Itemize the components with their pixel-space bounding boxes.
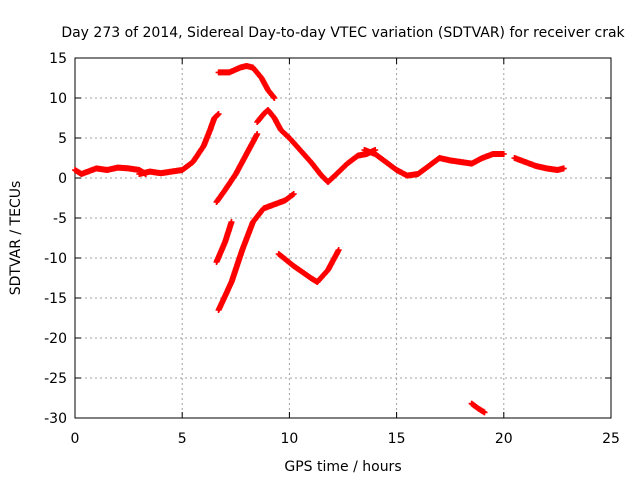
y-tick-label: -30: [44, 411, 67, 427]
x-tick-label: 20: [495, 431, 513, 447]
series-arc-10: [511, 155, 567, 173]
y-tick-label: 15: [49, 51, 67, 67]
series-arc-4: [213, 219, 235, 265]
x-tick-label: 15: [388, 431, 406, 447]
data-point: [271, 95, 278, 101]
x-tick-label: 0: [71, 431, 80, 447]
series-arc-3: [213, 131, 261, 205]
series-arc-11: [468, 400, 488, 416]
y-tick-label: -20: [44, 331, 67, 347]
series-arc-2: [136, 111, 222, 177]
x-tick-label: 10: [280, 431, 298, 447]
series-arc-1: [72, 164, 149, 177]
axis-ticks: 0 5 10 15 20 25 -30 -25 -20 -15 -10 -5 0 5 10 15: [44, 51, 620, 447]
y-tick-label: 0: [58, 171, 67, 187]
series-arc-5: [215, 191, 297, 313]
x-tick-label: 5: [178, 431, 187, 447]
data-point: [228, 219, 235, 225]
data-point: [254, 131, 261, 137]
data-point: [560, 165, 567, 172]
data-point: [335, 247, 342, 253]
data-point: [500, 151, 507, 157]
chart-title: Day 273 of 2014, Sidereal Day-to-day VTE…: [61, 25, 625, 41]
y-axis-label: SDTVAR / TECUs: [8, 181, 24, 296]
y-tick-label: 5: [58, 131, 67, 147]
grid: [75, 58, 611, 418]
y-tick-label: 10: [49, 91, 67, 107]
data-points: [72, 63, 567, 416]
y-tick-label: -10: [44, 251, 67, 267]
y-tick-label: -25: [44, 371, 67, 387]
y-tick-label: -15: [44, 291, 67, 307]
series-arc-7: [254, 107, 379, 185]
data-point: [290, 191, 297, 197]
plot-frame: [74, 57, 612, 419]
y-tick-label: -5: [53, 211, 67, 227]
x-axis-label: GPS time / hours: [284, 459, 401, 475]
series-arc-8: [275, 247, 342, 285]
series-arc-6: [215, 63, 278, 101]
series-arc-9: [361, 147, 507, 179]
data-point: [481, 409, 488, 416]
x-tick-label: 25: [602, 431, 620, 447]
data-point: [215, 111, 222, 117]
